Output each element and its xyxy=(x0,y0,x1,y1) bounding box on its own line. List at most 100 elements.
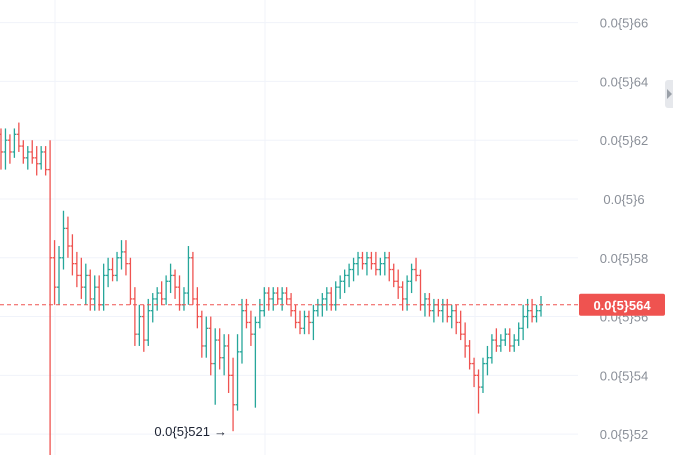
ohlc-bar xyxy=(83,263,88,305)
ohlc-bar xyxy=(271,287,276,311)
ohlc-bar xyxy=(57,246,62,305)
ohlc-bar xyxy=(485,345,490,376)
ohlc-bar xyxy=(12,128,17,158)
ohlc-bar xyxy=(177,275,182,311)
ohlc-bar xyxy=(369,251,374,270)
ohlc-bar xyxy=(266,287,271,311)
ohlc-bar xyxy=(360,251,365,270)
y-tick-label: 0.0{5}58 xyxy=(600,251,648,266)
ohlc-bar xyxy=(342,269,347,294)
ohlc-bar xyxy=(3,128,8,170)
ohlc-bar xyxy=(476,369,481,414)
ohlc-bar xyxy=(244,298,249,329)
y-tick-label: 0.0{5}62 xyxy=(600,133,648,148)
ohlc-bar xyxy=(119,240,124,270)
ohlc-bar xyxy=(173,269,178,299)
ohlc-bar xyxy=(92,275,97,311)
ohlc-bar xyxy=(525,298,530,329)
ohlc-bar xyxy=(463,322,468,358)
ohlc-bar xyxy=(231,357,236,432)
ohlc-bar xyxy=(275,287,280,305)
ohlc-bar xyxy=(503,328,508,346)
ohlc-bar xyxy=(467,340,472,370)
ohlc-bar xyxy=(248,310,253,346)
ohlc-bar xyxy=(181,287,186,311)
ohlc-bar xyxy=(141,304,146,352)
y-tick-label: 0.0{5}66 xyxy=(600,16,648,31)
ohlc-bar xyxy=(280,287,285,311)
ohlc-bar xyxy=(333,281,338,311)
ohlc-bar xyxy=(378,257,383,276)
ohlc-bar xyxy=(226,334,231,393)
ohlc-bar xyxy=(315,298,320,317)
ohlc-bar xyxy=(512,334,517,352)
ohlc-bar xyxy=(351,257,356,282)
scroll-right-button[interactable] xyxy=(665,80,673,108)
ohlc-bar xyxy=(405,275,410,311)
ohlc-bar xyxy=(364,251,369,276)
ohlc-bar xyxy=(88,269,93,311)
ohlc-bar xyxy=(137,304,142,346)
ohlc-bar xyxy=(373,251,378,276)
ohlc-bar xyxy=(329,287,334,311)
ohlc-bar xyxy=(414,257,419,282)
ohlc-bar xyxy=(21,140,26,164)
current-price-value: 0.0{5}564 xyxy=(593,298,651,313)
ohlc-bar xyxy=(65,216,70,258)
low-marker: 0.0{5}521 → xyxy=(154,424,227,439)
ohlc-bar xyxy=(436,298,441,317)
ohlc-bar xyxy=(489,334,494,364)
ohlc-bar xyxy=(262,287,267,317)
ohlc-bar xyxy=(449,304,454,329)
ohlc-bar xyxy=(48,140,53,455)
ohlc-bar xyxy=(123,240,128,276)
ohlc-bars xyxy=(0,122,543,455)
ohlc-bar xyxy=(521,304,526,341)
ohlc-bar xyxy=(324,287,329,311)
ohlc-bar xyxy=(516,322,521,346)
y-tick-label: 0.0{5}52 xyxy=(600,427,648,442)
ohlc-bar xyxy=(186,246,191,305)
ohlc-bar xyxy=(382,251,387,276)
ohlc-bar xyxy=(128,257,133,305)
ohlc-bar xyxy=(74,251,79,288)
ohlc-bar xyxy=(289,293,294,317)
ohlc-bar xyxy=(39,146,44,170)
ohlc-bar xyxy=(217,328,222,370)
ohlc-bar xyxy=(239,298,244,364)
ohlc-bar xyxy=(293,304,298,329)
ohlc-bar xyxy=(195,287,200,329)
ohlc-bar xyxy=(97,275,102,311)
ohlc-bar xyxy=(440,298,445,323)
ohlc-bar xyxy=(79,257,84,299)
low-price-label: 0.0{5}521 xyxy=(154,424,210,439)
y-tick-label: 0.0{5}54 xyxy=(600,368,648,383)
ohlc-bar xyxy=(302,310,307,335)
price-axis[interactable]: 0.0{5}66 0.0{5}64 0.0{5}62 0.0{5}6 0.0{5}58 0… xyxy=(600,16,648,442)
ohlc-bar xyxy=(159,281,164,305)
ohlc-bar xyxy=(253,316,258,408)
ohlc-bar xyxy=(257,298,262,329)
ohlc-bar xyxy=(494,328,499,352)
ohlc-bar xyxy=(472,357,477,388)
ohlc-bar xyxy=(356,251,361,276)
ohlc-bar xyxy=(106,257,111,288)
ohlc-bar xyxy=(150,293,155,323)
ohlc-bar xyxy=(454,304,459,335)
ohlc-bar xyxy=(311,304,316,341)
ohlc-bar xyxy=(190,251,195,305)
ohlc-bar xyxy=(298,310,303,335)
ohlc-bar xyxy=(235,334,240,411)
ohlc-bar xyxy=(284,287,289,305)
ohlc-bar xyxy=(498,334,503,352)
ohlc-bar xyxy=(213,328,218,405)
ohlc-bar xyxy=(43,146,48,176)
ohlc-bar xyxy=(16,122,21,152)
ohlc-bar xyxy=(0,128,3,170)
current-price-label: 0.0{5}564 xyxy=(579,293,665,316)
ohlc-bar xyxy=(199,310,204,358)
ohlc-bar xyxy=(34,146,39,176)
grid-lines xyxy=(0,0,578,455)
ohlc-bar xyxy=(539,295,543,317)
